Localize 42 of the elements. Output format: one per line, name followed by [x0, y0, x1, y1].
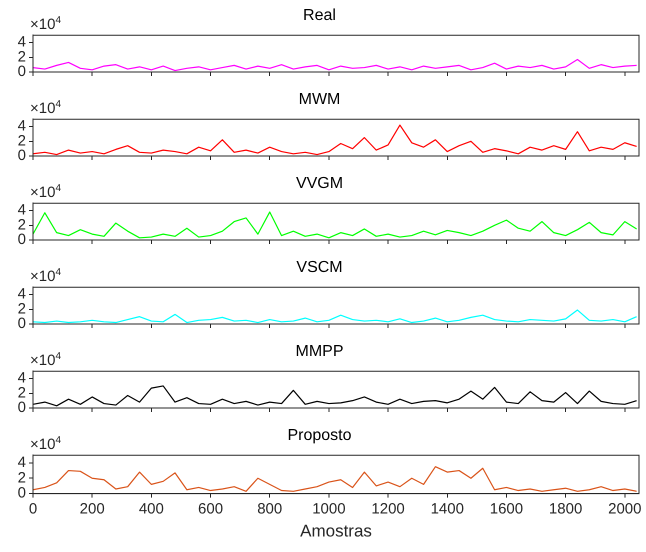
y-tick-label: 4 [18, 118, 26, 135]
y-tick-label: 0 [18, 63, 26, 80]
y-tick-label: 0 [18, 484, 26, 502]
y-tick-label: 2 [18, 48, 26, 66]
y-tick-label: 0 [18, 147, 26, 164]
y-tick-label: 0 [18, 399, 26, 416]
x-tick-label: 1200 [371, 500, 405, 518]
x-tick-label: 1600 [490, 500, 524, 518]
y-tick-label: 0 [18, 231, 26, 248]
y-tick-label: 2 [18, 132, 26, 150]
text: ×10$^{4}$ [30, 15, 62, 34]
x-tick-label: 2000 [608, 500, 642, 518]
chart-title: Real [303, 7, 336, 24]
chart-title: VSCM [296, 259, 343, 276]
chart-title: MMPP [296, 343, 344, 360]
y-tick-label: 4 [18, 370, 26, 387]
y-tick-label: 2 [18, 384, 26, 402]
x-tick-label: 1000 [312, 500, 346, 518]
x-tick-label: 400 [138, 500, 164, 518]
text: ×10$^{4}$ [30, 99, 62, 118]
x-axis-title: Amostras [300, 521, 372, 540]
y-tick-label: 4 [18, 34, 26, 51]
y-tick-label: 2 [18, 300, 26, 318]
y-tick-label: 4 [18, 286, 26, 303]
y-tick-label: 2 [18, 469, 26, 486]
chart-title: MWM [298, 91, 340, 108]
y-tick-label: 4 [18, 202, 26, 219]
x-tick-label: 0 [28, 500, 38, 518]
text: ×10$^{4}$ [30, 183, 62, 202]
chart-title: Proposto [287, 427, 352, 444]
y-tick-label: 2 [18, 216, 26, 234]
text: ×10$^{4}$ [30, 351, 62, 370]
y-tick-label: 4 [18, 454, 26, 472]
x-tick-label: 1800 [548, 500, 582, 518]
x-tick-label: 800 [257, 500, 282, 518]
chart-title: VVGM [296, 175, 344, 192]
y-tick-label: 0 [18, 315, 26, 332]
x-tick-label: 200 [80, 500, 105, 518]
text: ×10$^{4}$ [30, 267, 62, 286]
x-tick-label: 1400 [430, 500, 464, 518]
x-tick-label: 600 [198, 500, 224, 518]
text: ×10$^{4}$ [30, 435, 62, 454]
